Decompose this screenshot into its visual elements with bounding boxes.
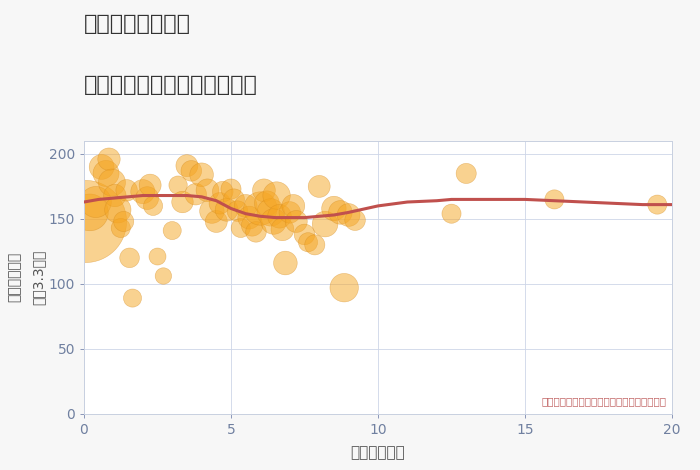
Point xyxy=(284,209,295,216)
Point xyxy=(235,224,246,232)
Point xyxy=(549,196,560,203)
Point xyxy=(112,206,123,213)
Point xyxy=(232,207,243,215)
Point xyxy=(190,190,202,198)
Point xyxy=(202,187,213,194)
Point xyxy=(186,167,197,175)
Point xyxy=(144,181,155,189)
Point xyxy=(271,192,282,199)
Point xyxy=(109,192,120,199)
Point xyxy=(240,202,251,210)
Point xyxy=(172,181,183,189)
Point xyxy=(101,170,112,177)
Point xyxy=(246,222,258,229)
Point xyxy=(280,259,291,267)
Point xyxy=(124,254,135,262)
Point xyxy=(446,210,457,218)
Point xyxy=(339,284,350,291)
Text: 駅距離別中古マンション価格: 駅距離別中古マンション価格 xyxy=(84,75,258,95)
Point xyxy=(96,163,107,171)
Point xyxy=(80,218,91,225)
Point xyxy=(141,195,153,202)
Point xyxy=(274,212,285,220)
Text: 坪（3.3㎡）: 坪（3.3㎡） xyxy=(32,250,46,305)
Point xyxy=(328,205,339,212)
Point xyxy=(158,272,169,280)
Point xyxy=(106,179,118,186)
Point xyxy=(177,198,188,206)
Point xyxy=(115,224,126,232)
Point xyxy=(244,214,255,221)
Text: 円の大きさは、取引のあった物件面積を示す: 円の大きさは、取引のあった物件面積を示す xyxy=(541,396,666,406)
X-axis label: 駅距離（分）: 駅距離（分） xyxy=(351,445,405,460)
Point xyxy=(461,170,472,177)
Point xyxy=(343,211,354,219)
Text: 神奈川県栗平駅の: 神奈川県栗平駅の xyxy=(84,14,191,34)
Point xyxy=(319,220,330,228)
Point xyxy=(152,253,163,260)
Point xyxy=(228,196,239,203)
Point xyxy=(265,209,276,216)
Point xyxy=(214,200,225,207)
Point xyxy=(137,188,148,196)
Point xyxy=(299,231,310,238)
Point xyxy=(302,238,314,246)
Point xyxy=(309,241,321,249)
Point xyxy=(121,187,132,194)
Point xyxy=(84,209,95,216)
Point xyxy=(349,216,360,224)
Point xyxy=(148,202,159,210)
Point xyxy=(314,183,325,190)
Point xyxy=(288,202,299,210)
Point xyxy=(90,198,101,206)
Point xyxy=(206,207,218,215)
Point xyxy=(277,226,288,233)
Point xyxy=(261,200,272,207)
Point xyxy=(225,185,237,193)
Point xyxy=(251,228,262,235)
Point xyxy=(118,218,130,225)
Point xyxy=(258,187,270,194)
Point xyxy=(211,218,222,225)
Point xyxy=(167,227,178,235)
Point xyxy=(104,156,115,163)
Point xyxy=(217,188,228,196)
Point xyxy=(652,201,663,208)
Point xyxy=(255,205,266,212)
Point xyxy=(335,209,346,216)
Point xyxy=(181,162,193,169)
Point xyxy=(196,171,207,179)
Point xyxy=(290,218,302,225)
Point xyxy=(127,294,138,302)
Point xyxy=(221,206,232,213)
Text: 単価（万円）: 単価（万円） xyxy=(7,252,21,302)
Point xyxy=(268,218,279,225)
